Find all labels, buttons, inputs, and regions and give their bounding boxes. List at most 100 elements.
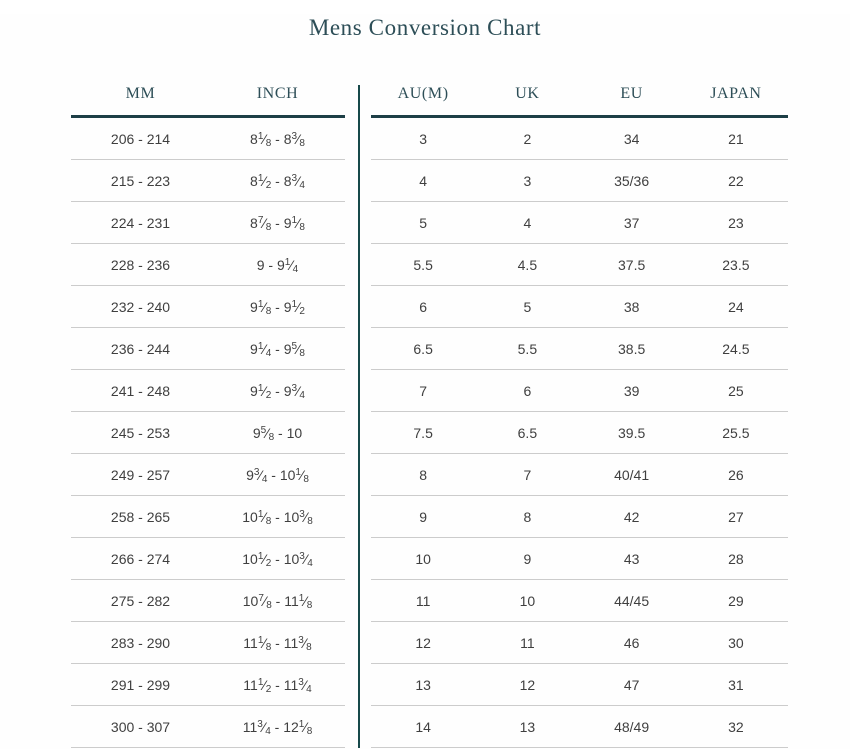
japan-size-cell: 25.5 — [683, 411, 788, 454]
column-header-uk: UK — [475, 85, 580, 118]
sizes-row: 6 5 38 24 — [371, 285, 788, 328]
au-size-cell: 12 — [371, 621, 476, 664]
mm-range-cell: 215 - 223 — [71, 159, 210, 202]
sizes-body: 3 2 34 21 4 3 35/36 22 5 4 37 23 5.5 4.5 37.5 23.5 6 5 38 2… — [371, 116, 788, 748]
mm-range-cell: 300 - 307 — [71, 705, 210, 748]
mm-inch-row: 266 - 274 101⁄2 - 103⁄4 — [71, 537, 345, 580]
mm-range-cell: 266 - 274 — [71, 537, 210, 580]
mens-conversion-chart-page: Mens Conversion Chart MM INCH 206 - 214 8… — [0, 14, 850, 749]
mm-range-cell: 258 - 265 — [71, 495, 210, 538]
inch-range-cell: 107⁄8 - 111⁄8 — [210, 579, 345, 622]
sizes-row: 11 10 44/45 29 — [371, 579, 788, 622]
sizes-row: 12 11 46 30 — [371, 621, 788, 664]
sizes-row: 5 4 37 23 — [371, 201, 788, 244]
au-size-cell: 5.5 — [371, 243, 476, 286]
sizes-row: 10 9 43 28 — [371, 537, 788, 580]
inch-range-cell: 81⁄8 - 83⁄8 — [210, 116, 345, 160]
japan-size-cell: 24 — [683, 285, 788, 328]
sizes-row: 3 2 34 21 — [371, 116, 788, 160]
mm-inch-body: 206 - 214 81⁄8 - 83⁄8 215 - 223 81⁄2 - 83⁄4… — [71, 116, 345, 748]
eu-size-cell: 39.5 — [579, 411, 684, 454]
inch-range-cell: 9 - 91⁄4 — [210, 243, 345, 286]
mm-inch-header: MM INCH — [71, 85, 345, 118]
sizes-header: AU(M) UK EU JAPAN — [371, 85, 788, 118]
uk-size-cell: 10 — [475, 579, 580, 622]
eu-size-cell: 37 — [579, 201, 684, 244]
eu-size-cell: 37.5 — [579, 243, 684, 286]
au-size-cell: 14 — [371, 705, 476, 748]
mm-range-cell: 236 - 244 — [71, 327, 210, 370]
uk-size-cell: 5.5 — [475, 327, 580, 370]
inch-range-cell: 93⁄4 - 101⁄8 — [210, 453, 345, 496]
sizes-row: 7.5 6.5 39.5 25.5 — [371, 411, 788, 454]
mm-inch-row: 300 - 307 113⁄4 - 121⁄8 — [71, 705, 345, 748]
au-size-cell: 10 — [371, 537, 476, 580]
au-size-cell: 6 — [371, 285, 476, 328]
uk-size-cell: 5 — [475, 285, 580, 328]
inch-range-cell: 87⁄8 - 91⁄8 — [210, 201, 345, 244]
au-size-cell: 7 — [371, 369, 476, 412]
japan-size-cell: 28 — [683, 537, 788, 580]
sizes-row: 5.5 4.5 37.5 23.5 — [371, 243, 788, 286]
uk-size-cell: 3 — [475, 159, 580, 202]
inch-range-cell: 81⁄2 - 83⁄4 — [210, 159, 345, 202]
uk-size-cell: 9 — [475, 537, 580, 580]
uk-size-cell: 4.5 — [475, 243, 580, 286]
eu-size-cell: 47 — [579, 663, 684, 706]
mm-inch-row: 241 - 248 91⁄2 - 93⁄4 — [71, 369, 345, 412]
mm-inch-row: 232 - 240 91⁄8 - 91⁄2 — [71, 285, 345, 328]
japan-size-cell: 25 — [683, 369, 788, 412]
au-size-cell: 6.5 — [371, 327, 476, 370]
japan-size-cell: 26 — [683, 453, 788, 496]
uk-size-cell: 4 — [475, 201, 580, 244]
inch-range-cell: 113⁄4 - 121⁄8 — [210, 705, 345, 748]
mm-inch-row: 236 - 244 91⁄4 - 95⁄8 — [71, 327, 345, 370]
eu-size-cell: 44/45 — [579, 579, 684, 622]
japan-size-cell: 27 — [683, 495, 788, 538]
column-header-inch: INCH — [210, 85, 345, 118]
uk-size-cell: 11 — [475, 621, 580, 664]
inch-range-cell: 111⁄2 - 113⁄4 — [210, 663, 345, 706]
column-header-au: AU(M) — [371, 85, 476, 118]
eu-size-cell: 39 — [579, 369, 684, 412]
eu-size-cell: 38.5 — [579, 327, 684, 370]
mm-inch-row: 291 - 299 111⁄2 - 113⁄4 — [71, 663, 345, 706]
japan-size-cell: 21 — [683, 116, 788, 160]
au-size-cell: 13 — [371, 663, 476, 706]
mm-inch-row: 206 - 214 81⁄8 - 83⁄8 — [71, 116, 345, 160]
japan-size-cell: 30 — [683, 621, 788, 664]
uk-size-cell: 2 — [475, 116, 580, 160]
au-size-cell: 3 — [371, 116, 476, 160]
mm-range-cell: 275 - 282 — [71, 579, 210, 622]
uk-size-cell: 8 — [475, 495, 580, 538]
mm-inch-row: 258 - 265 101⁄8 - 103⁄8 — [71, 495, 345, 538]
mm-inch-table: MM INCH 206 - 214 81⁄8 - 83⁄8 215 - 223 81⁄… — [71, 85, 345, 748]
japan-size-cell: 31 — [683, 663, 788, 706]
mm-range-cell: 245 - 253 — [71, 411, 210, 454]
japan-size-cell: 32 — [683, 705, 788, 748]
inch-range-cell: 91⁄4 - 95⁄8 — [210, 327, 345, 370]
uk-size-cell: 6 — [475, 369, 580, 412]
mm-inch-row: 275 - 282 107⁄8 - 111⁄8 — [71, 579, 345, 622]
sizes-row: 6.5 5.5 38.5 24.5 — [371, 327, 788, 370]
inch-range-cell: 95⁄8 - 10 — [210, 411, 345, 454]
inch-range-cell: 101⁄2 - 103⁄4 — [210, 537, 345, 580]
japan-size-cell: 24.5 — [683, 327, 788, 370]
eu-size-cell: 46 — [579, 621, 684, 664]
header-row: MM INCH — [71, 85, 345, 118]
japan-size-cell: 29 — [683, 579, 788, 622]
mm-inch-row: 228 - 236 9 - 91⁄4 — [71, 243, 345, 286]
inch-range-cell: 101⁄8 - 103⁄8 — [210, 495, 345, 538]
uk-size-cell: 6.5 — [475, 411, 580, 454]
mm-range-cell: 249 - 257 — [71, 453, 210, 496]
inch-range-cell: 91⁄2 - 93⁄4 — [210, 369, 345, 412]
eu-size-cell: 34 — [579, 116, 684, 160]
uk-size-cell: 12 — [475, 663, 580, 706]
inch-range-cell: 91⁄8 - 91⁄2 — [210, 285, 345, 328]
mm-range-cell: 228 - 236 — [71, 243, 210, 286]
column-header-mm: MM — [71, 85, 210, 118]
page-title: Mens Conversion Chart — [308, 15, 542, 40]
mm-range-cell: 291 - 299 — [71, 663, 210, 706]
au-size-cell: 8 — [371, 453, 476, 496]
eu-size-cell: 43 — [579, 537, 684, 580]
